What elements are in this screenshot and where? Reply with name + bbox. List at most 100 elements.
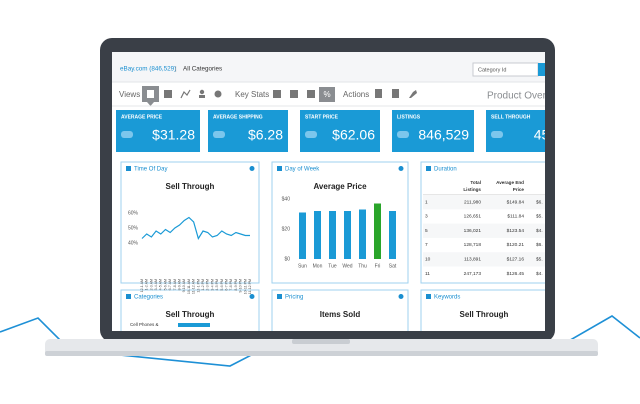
stat-value: 846,529 [418, 127, 469, 143]
x-tick-label: 3-4 PM [210, 279, 214, 291]
table-cell: $111.84 [507, 214, 524, 220]
table-cell: 247,173 [464, 271, 482, 277]
globe-view-button[interactable] [214, 90, 222, 98]
stat-value: 45.2 [534, 127, 561, 143]
x-tick-label: 6-7 PM [224, 279, 228, 291]
x-tick-label: 6-7 AM [168, 279, 172, 290]
stat-label: START PRICE [305, 114, 339, 120]
table-row-bg [423, 195, 545, 210]
x-tick-label: Tue [328, 263, 337, 269]
stat-icon [213, 131, 225, 138]
table-cell: 113,891 [464, 256, 481, 262]
table-cell: $4. [536, 228, 543, 234]
panel-title: Time Of Day [134, 167, 167, 173]
breadcrumb-site[interactable]: eBay.com (846,529) [120, 66, 176, 73]
breadcrumb-separator: | [175, 66, 177, 73]
panel-title: Pricing [285, 295, 303, 301]
key-stats-button[interactable] [273, 90, 281, 98]
x-tick-label: 5-6 PM [220, 279, 224, 291]
table-header: Total Listings [463, 180, 481, 192]
table-cell: $5. [536, 256, 543, 262]
category-bar [178, 323, 210, 327]
percent-label: % [323, 90, 330, 99]
x-tick-label: Mon [313, 263, 323, 269]
bar [344, 211, 351, 259]
search-placeholder: Category Id [478, 67, 506, 73]
table-cell: 5 [425, 228, 428, 234]
chart-title: Sell Through [166, 182, 215, 191]
bar [314, 211, 321, 259]
icon [426, 166, 431, 171]
icon [126, 166, 131, 171]
table-cell: $4. [536, 271, 543, 277]
line [141, 216, 250, 240]
list-view-button[interactable] [164, 90, 172, 98]
icon [277, 294, 282, 299]
x-tick-label: 7-8 AM [173, 279, 177, 290]
chart-title: Sell Through [460, 310, 509, 319]
action-button[interactable] [375, 89, 382, 98]
stat-label: AVERAGE PRICE [121, 114, 163, 120]
table-cell: 211,980 [464, 199, 481, 205]
table-cell: 128,718 [464, 242, 482, 248]
bar [359, 209, 366, 259]
x-tick-label: 11-12 PM [248, 279, 252, 294]
duration-table: Total Listings Average End Price 1 211,980 $14… [423, 180, 545, 277]
action-button[interactable] [409, 90, 417, 98]
table-cell: 7 [425, 242, 428, 248]
key-stats-button[interactable] [290, 90, 298, 98]
settings-button[interactable] [398, 166, 404, 171]
x-tick-label: 3-4 AM [154, 279, 158, 290]
stat-cards: AVERAGE PRICE $31.28 AVERAGE SHIPPING $6.28… [116, 110, 561, 152]
stat-icon [491, 131, 503, 138]
actions-label: Actions [343, 90, 369, 99]
x-tick-label: 9-10 PM [239, 279, 243, 293]
action-button[interactable] [392, 89, 399, 98]
x-tick-label: 4-5 AM [159, 279, 163, 290]
panel-title: Duration [434, 167, 457, 173]
x-tick-label: 9-10 AM [182, 279, 186, 292]
x-tick-label: 1-2 AM [145, 279, 149, 290]
x-tick-label: Fri [375, 263, 381, 269]
icon [426, 294, 431, 299]
user-view-button[interactable] [199, 89, 205, 95]
panel-title: Day of Week [285, 167, 320, 173]
table-row-bg [423, 223, 545, 238]
settings-button[interactable] [398, 294, 404, 299]
icon [147, 90, 154, 98]
bar [389, 211, 396, 259]
x-tick-label: Wed [342, 263, 352, 269]
chart-title: Average Price [313, 182, 367, 191]
key-stats-button[interactable] [307, 90, 315, 98]
breadcrumb-category[interactable]: All Categories [183, 66, 222, 73]
search-button[interactable] [538, 63, 548, 76]
settings-button[interactable] [249, 166, 255, 171]
chart-title: Items Sold [320, 310, 361, 319]
table-cell: $6. [536, 199, 543, 205]
stat-icon [121, 131, 133, 138]
panel-title: Keywords [434, 295, 460, 301]
chart-title: Sell Through [166, 310, 215, 319]
x-tick-label: Sun [298, 263, 307, 269]
panel [420, 289, 545, 331]
percent-button[interactable] [319, 87, 335, 102]
bar [329, 211, 336, 259]
table-cell: 136,021 [464, 228, 482, 234]
stat-label: SELL THROUGH [491, 114, 531, 120]
icon [277, 166, 282, 171]
settings-button[interactable] [249, 294, 255, 299]
table-cell: $123.54 [507, 228, 525, 234]
y-tick-label: $40 [282, 196, 291, 202]
stat-label: AVERAGE SHIPPING [213, 114, 263, 120]
x-tick-label: 8-9 PM [234, 279, 238, 291]
stat-value: $62.06 [332, 127, 375, 143]
chart-view-button[interactable] [180, 89, 191, 99]
y-tick-label: $20 [282, 226, 291, 232]
dashboard: eBay.com (846,529) | All Categories Cate… [112, 52, 561, 331]
table-cell: 10 [425, 256, 431, 262]
table-cell: $149.84 [507, 199, 525, 205]
table-cell: 11 [425, 271, 430, 277]
panel-icons [126, 166, 431, 299]
stat-icon [397, 131, 409, 138]
